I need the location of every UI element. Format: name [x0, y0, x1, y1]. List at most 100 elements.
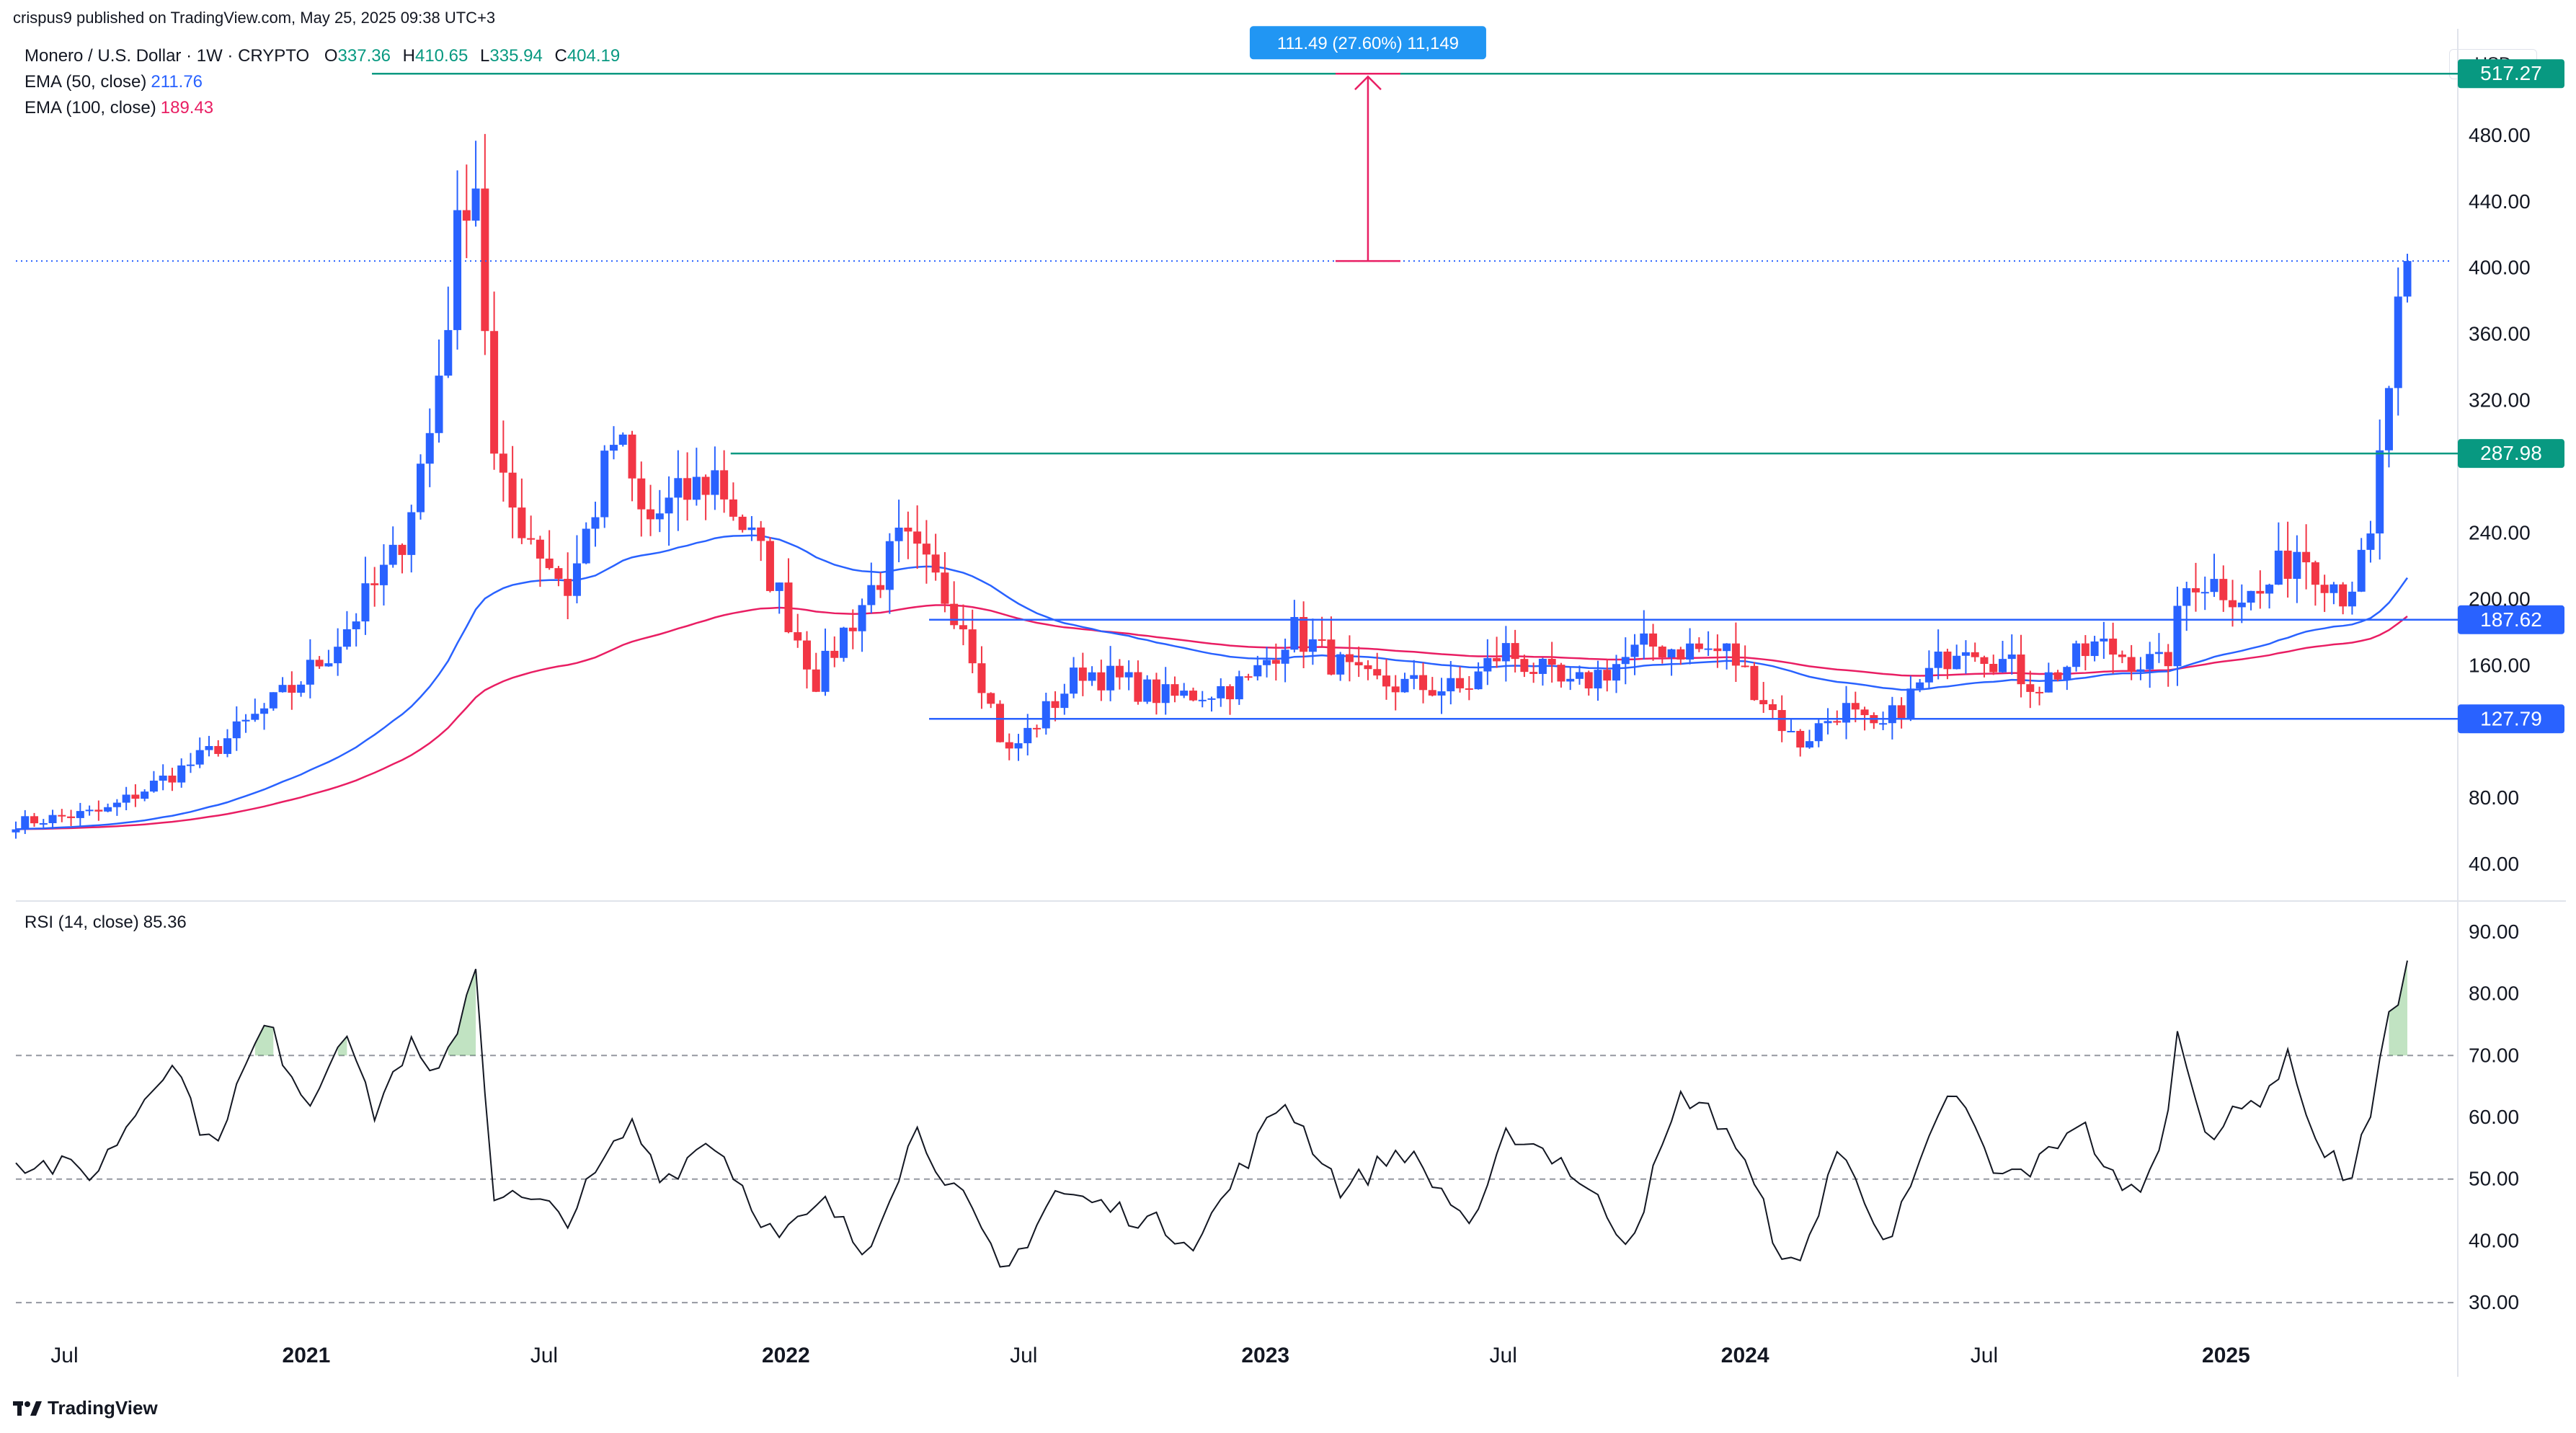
candle-body	[2044, 672, 2053, 693]
candle-body	[2173, 605, 2182, 667]
low-value: 335.94	[489, 46, 543, 66]
candle-body	[2164, 652, 2172, 667]
rsi-axis-tick: 60.00	[2469, 1106, 2519, 1128]
candle-body	[582, 528, 590, 564]
candle-body	[2053, 672, 2062, 680]
candle-body	[1630, 644, 1639, 657]
candle-body	[1189, 691, 1197, 701]
candle-body	[1327, 639, 1336, 675]
candle-body	[729, 499, 737, 517]
price-axis-tick: 160.00	[2469, 654, 2531, 676]
candle-body	[1226, 686, 1235, 700]
close-value: 404.19	[567, 46, 621, 66]
ema50-label: EMA (50, close)	[25, 72, 147, 92]
candle-body	[527, 538, 536, 540]
candle-body	[747, 527, 756, 531]
candle-body	[2384, 388, 2393, 451]
candle-body	[352, 621, 360, 629]
candle-body	[388, 544, 397, 565]
candle-body	[260, 708, 269, 714]
symbol-legend: Monero / U.S. Dollar · 1W · CRYPTO O337.…	[25, 46, 620, 66]
candle-body	[784, 582, 793, 633]
open-label: O	[324, 46, 338, 66]
candle-body	[1621, 657, 1630, 665]
symbol-name: Monero / U.S. Dollar · 1W · CRYPTO	[25, 46, 310, 66]
candle-body	[1649, 633, 1658, 647]
time-axis-tick: Jul	[1490, 1344, 1517, 1367]
candle-body	[1161, 684, 1170, 704]
candle-body	[159, 776, 167, 781]
candle-body	[2081, 643, 2089, 657]
candle-body	[168, 776, 177, 783]
candle-body	[1419, 675, 1428, 691]
candle-body	[941, 572, 949, 604]
candle-body	[1787, 730, 1795, 732]
candle-body	[1373, 669, 1382, 676]
candle-body	[894, 528, 903, 541]
candle-body	[1474, 671, 1483, 690]
candle-body	[1400, 678, 1409, 693]
level-badge-text: 187.62	[2480, 608, 2542, 631]
candle-body	[2146, 654, 2154, 670]
candle-body	[2302, 551, 2311, 563]
candle-body	[462, 210, 471, 221]
candle-body	[1640, 633, 1648, 645]
tradingview-logo[interactable]: TradingView	[13, 1397, 158, 1419]
candle-body	[2210, 579, 2219, 593]
candle-body	[1364, 665, 1372, 670]
candle-body	[1943, 651, 1952, 670]
candle-body	[1529, 672, 1538, 674]
candle-body	[647, 509, 655, 520]
rsi-axis-tick: 90.00	[2469, 920, 2519, 943]
candle-body	[995, 704, 1004, 742]
candle-body	[987, 693, 995, 704]
candle-body	[674, 478, 683, 498]
candle-body	[195, 750, 204, 765]
rsi-axis-tick: 50.00	[2469, 1168, 2519, 1190]
candle-body	[1511, 643, 1519, 660]
candle-body	[1731, 643, 1740, 666]
ema100-value: 189.43	[160, 98, 214, 117]
candle-body	[2256, 590, 2265, 594]
candle-body	[2118, 655, 2126, 657]
candle-body	[2265, 585, 2274, 594]
candle-body	[1851, 703, 1860, 710]
level-badge-text: 287.98	[2480, 442, 2542, 464]
close-label: C	[554, 46, 567, 66]
candle-body	[1971, 652, 1979, 657]
candle-body	[1713, 648, 1722, 652]
candle-body	[67, 816, 76, 818]
candle-body	[1759, 700, 1768, 704]
rsi-value: 85.36	[143, 913, 187, 932]
candle-body	[1796, 730, 1805, 748]
candle-body	[1281, 649, 1289, 664]
candle-body	[435, 376, 443, 433]
price-axis-tick: 480.00	[2469, 124, 2531, 146]
candle-body	[288, 685, 296, 693]
candle-body	[1879, 723, 1888, 725]
candle-body	[2311, 562, 2319, 585]
level-badge-text: 517.27	[2480, 62, 2542, 84]
candle-body	[1603, 670, 1612, 681]
measure-arrow-head	[1354, 75, 1382, 91]
candle-body	[1566, 678, 1575, 682]
candle-body	[591, 517, 600, 529]
candle-body	[1695, 643, 1703, 649]
candle-body	[1686, 643, 1695, 660]
ema50-legend: EMA (50, close) 211.76	[25, 72, 203, 92]
candle-body	[1447, 678, 1455, 692]
candle-body	[85, 809, 94, 812]
candle-body	[701, 476, 710, 495]
candle-body	[1612, 664, 1621, 681]
candle-body	[1916, 682, 1924, 689]
candle-body	[417, 463, 425, 513]
price-axis-tick: 320.00	[2469, 389, 2531, 412]
tradingview-brand: TradingView	[48, 1397, 158, 1419]
candle-body	[1152, 679, 1160, 704]
candle-body	[931, 554, 940, 573]
candle-body	[1097, 672, 1106, 691]
price-axis-tick: 200.00	[2469, 587, 2531, 610]
candle-body	[545, 558, 554, 569]
candle-body	[223, 738, 232, 754]
